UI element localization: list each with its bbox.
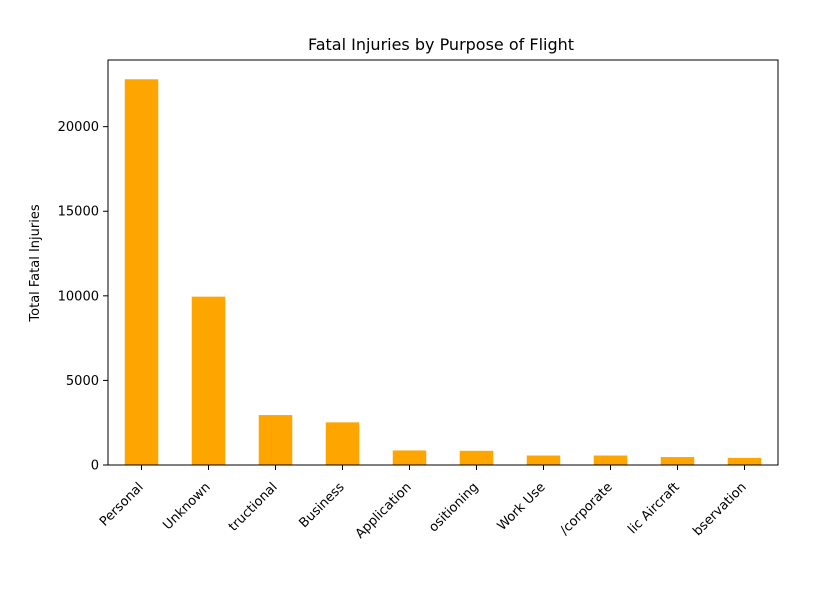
bar [392, 450, 427, 465]
bar [593, 455, 628, 465]
bar [459, 450, 494, 465]
bar [660, 457, 695, 465]
bar [124, 79, 159, 465]
y-tick-label: 15000 [58, 205, 99, 220]
y-tick-label: 20000 [58, 120, 99, 135]
chart-title: Fatal Injuries by Purpose of Flight [308, 35, 574, 54]
y-tick-label: 0 [91, 459, 99, 474]
y-tick-label: 10000 [58, 289, 99, 304]
bar [526, 455, 561, 465]
y-tick-label: 5000 [66, 374, 99, 389]
bar [727, 457, 762, 465]
y-axis-label: Total Fatal Injuries [28, 204, 43, 322]
bar [325, 422, 360, 465]
plot-frame [107, 59, 779, 466]
bar [191, 296, 226, 465]
bar [258, 415, 293, 465]
